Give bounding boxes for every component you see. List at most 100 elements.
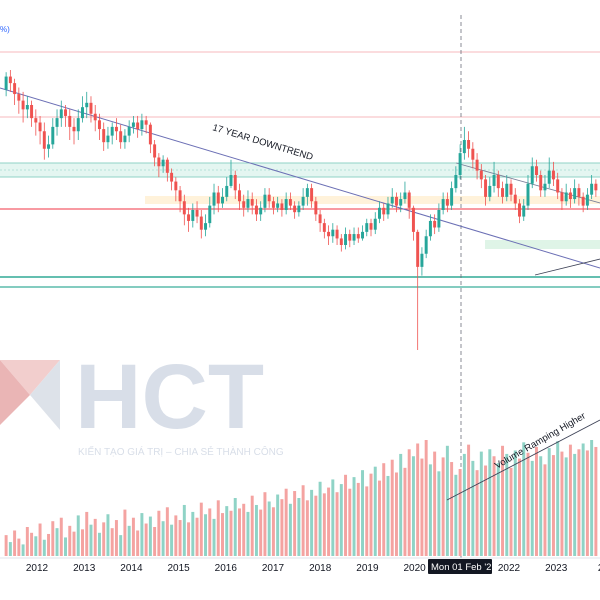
- candle: [577, 183, 581, 206]
- candle: [68, 109, 72, 140]
- candle: [394, 192, 398, 213]
- candle: [293, 201, 297, 219]
- candle: [284, 192, 288, 215]
- volume-bar: [327, 487, 331, 556]
- candle: [327, 225, 331, 245]
- crosshair-date-background: [428, 559, 492, 574]
- x-tick-label: 2012: [26, 563, 49, 574]
- top-left-label: %): [0, 25, 10, 34]
- candle-body: [568, 192, 572, 200]
- candle: [178, 185, 182, 213]
- volume-bar: [577, 449, 581, 556]
- volume-bar: [399, 453, 403, 556]
- candle: [114, 118, 118, 140]
- candle: [462, 126, 466, 160]
- candle: [382, 203, 386, 221]
- candle-body: [195, 210, 199, 217]
- candle: [250, 192, 254, 215]
- candle: [246, 190, 250, 213]
- candle-body: [356, 234, 360, 239]
- candle-body: [382, 207, 386, 215]
- candle-body: [467, 140, 471, 149]
- candle-body: [492, 175, 496, 186]
- volume-bar: [25, 527, 29, 556]
- candle-body: [81, 107, 84, 119]
- candle: [263, 188, 267, 213]
- candle-body: [72, 126, 76, 132]
- volume-bar: [21, 544, 25, 556]
- candle-body: [560, 192, 564, 202]
- candle: [344, 227, 348, 250]
- candle-body: [225, 185, 229, 197]
- candle-body: [475, 159, 479, 171]
- candle-body: [212, 192, 216, 206]
- volume-bar: [310, 489, 314, 556]
- candle: [131, 115, 135, 134]
- volume-bar: [174, 515, 178, 556]
- x-tick-label: 2019: [356, 563, 379, 574]
- candle-body: [386, 203, 390, 215]
- candle: [64, 105, 68, 127]
- volume-bar: [318, 481, 322, 556]
- candle-body: [518, 203, 521, 217]
- volume-bar: [403, 467, 407, 556]
- volume-bar: [522, 442, 526, 556]
- candle: [390, 188, 394, 208]
- candle: [30, 100, 34, 127]
- volume-bar: [182, 504, 186, 556]
- candle: [17, 87, 21, 114]
- volume-bar: [594, 446, 598, 556]
- candle: [509, 179, 513, 202]
- candle: [233, 170, 237, 200]
- candle: [322, 218, 326, 239]
- volume-bar: [102, 522, 106, 556]
- x-tick-label: 2018: [309, 563, 332, 574]
- candle-body: [51, 126, 55, 145]
- candle-body: [250, 199, 254, 206]
- candle-body: [102, 129, 106, 143]
- candle-body: [288, 199, 292, 206]
- candle-body: [403, 192, 407, 200]
- volume-bar: [458, 469, 462, 556]
- volume-bar: [352, 477, 356, 556]
- volume-bar: [208, 508, 212, 556]
- candle-body: [21, 100, 25, 110]
- candle-body: [577, 188, 581, 197]
- candle-body: [551, 170, 555, 180]
- candle: [505, 175, 509, 202]
- candle: [356, 227, 360, 243]
- candle: [157, 153, 161, 178]
- candle: [573, 179, 577, 204]
- candle-body: [17, 94, 21, 101]
- candle: [204, 214, 208, 237]
- candle-body: [428, 220, 432, 237]
- candle-body: [573, 188, 577, 200]
- candle-body: [314, 201, 318, 215]
- candle-body: [4, 76, 8, 90]
- candle: [38, 115, 42, 145]
- candle: [522, 199, 526, 221]
- candle-body: [204, 223, 208, 230]
- volume-bar: [378, 480, 381, 556]
- volume-bar: [13, 530, 17, 556]
- candle: [140, 113, 144, 136]
- candle-body: [89, 102, 93, 114]
- candle-body: [8, 76, 12, 84]
- candle: [76, 109, 80, 140]
- candle-body: [479, 170, 483, 180]
- candle-body: [13, 83, 17, 95]
- volume-bar: [394, 472, 398, 556]
- candle: [225, 177, 229, 202]
- candle: [106, 126, 110, 149]
- candle-body: [339, 238, 343, 245]
- candle: [127, 120, 131, 143]
- volume-bar: [30, 532, 34, 556]
- volume-bar: [106, 514, 110, 556]
- candle: [450, 181, 454, 210]
- candle-body: [526, 183, 530, 206]
- candle-body: [34, 118, 38, 123]
- candle-body: [85, 102, 89, 108]
- volume-bar: [361, 470, 365, 556]
- candle: [195, 201, 199, 224]
